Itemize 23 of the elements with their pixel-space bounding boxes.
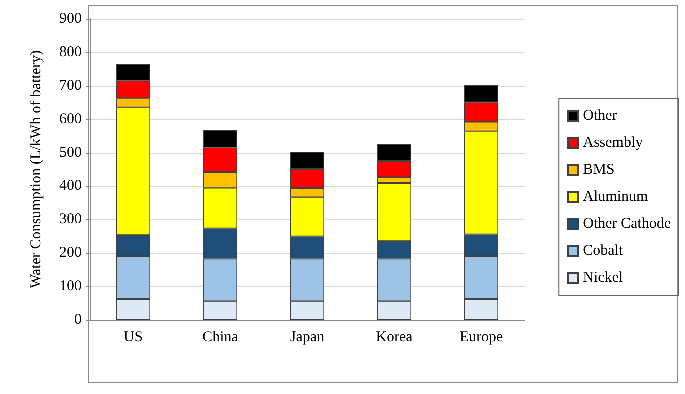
- y-tick-label: 500: [60, 144, 82, 161]
- y-tick-label: 800: [60, 44, 82, 60]
- x-tick-label: Japan: [290, 330, 326, 346]
- legend-label: Other: [583, 108, 618, 124]
- x-tick-label: US: [124, 330, 144, 346]
- legend-label: Cobalt: [583, 243, 624, 259]
- legend-label: Nickel: [583, 270, 624, 286]
- y-tick-label: 300: [60, 212, 82, 228]
- y-tick-label: 100: [60, 278, 82, 295]
- y-tick-label: 700: [60, 78, 82, 94]
- x-tick-label: Europe: [460, 330, 504, 346]
- y-axis-title: Water Consumption (L/kWh of battery): [28, 50, 44, 288]
- y-tick-label: 600: [60, 111, 82, 128]
- legend-label: BMS: [583, 162, 615, 178]
- x-tick-label: China: [202, 330, 239, 346]
- legend-label: Aluminum: [583, 189, 648, 205]
- y-tick-label: 900: [60, 11, 82, 27]
- y-tick-label: 400: [60, 178, 82, 194]
- x-tick-label: Korea: [376, 330, 414, 346]
- legend-label: Assembly: [583, 135, 644, 151]
- legend-label: Other Cathode: [583, 216, 672, 232]
- y-tick-label: 0: [74, 312, 82, 328]
- y-tick-label: 200: [60, 245, 82, 262]
